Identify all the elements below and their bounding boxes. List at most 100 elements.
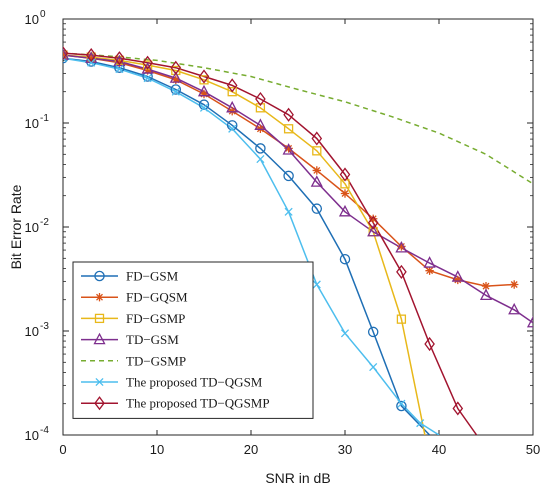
data-point: [395, 240, 408, 253]
x-axis-label: SNR in dB: [265, 470, 330, 486]
x-tick-label: 40: [432, 442, 446, 457]
data-point: [312, 166, 321, 175]
data-point: [425, 266, 434, 275]
data-point: [340, 329, 350, 338]
data-point: [510, 280, 519, 289]
data-point: [171, 75, 180, 85]
data-point: [283, 170, 294, 182]
y-tick-label: 10: [25, 116, 39, 131]
x-tick-label: 30: [338, 442, 352, 457]
legend-marker: [95, 293, 104, 302]
data-point: [228, 124, 237, 133]
data-point: [228, 106, 237, 116]
y-tick-base: 10: [25, 12, 39, 27]
y-tick-base: 10: [25, 220, 39, 235]
legend-entry-label: FD−GSM: [126, 269, 179, 284]
data-point: [283, 124, 294, 134]
data-point: [143, 66, 152, 75]
data-point: [338, 204, 352, 217]
data-point: [283, 107, 294, 122]
data-point: [339, 167, 351, 182]
data-point: [416, 419, 425, 428]
legend-marker: [94, 396, 105, 411]
data-point: [339, 253, 351, 265]
data-point: [141, 62, 154, 74]
y-tick-label: 10: [25, 220, 39, 235]
data-point: [226, 120, 238, 131]
data-point: [310, 175, 323, 187]
legend-marker: [93, 332, 106, 345]
data-point: [226, 100, 239, 113]
data-point: [451, 270, 464, 282]
series-line: [63, 52, 478, 435]
data-point: [340, 189, 350, 198]
data-point: [453, 275, 462, 285]
legend-marker: [94, 270, 105, 282]
data-point: [284, 207, 293, 216]
data-point: [114, 51, 125, 66]
y-tick-base: 10: [25, 428, 39, 443]
legend-entry-label: TD−GSMP: [126, 353, 186, 368]
series-line: [63, 54, 426, 435]
data-point: [197, 84, 211, 97]
y-tick-exponent: -2: [40, 217, 49, 228]
data-point: [199, 89, 209, 99]
data-point: [227, 87, 237, 97]
data-point: [397, 242, 406, 251]
data-point: [142, 55, 153, 70]
data-point: [369, 214, 378, 223]
data-point: [311, 131, 323, 146]
data-point: [312, 280, 321, 289]
series-line: [63, 52, 533, 185]
data-point: [508, 302, 521, 315]
x-tick-label: 0: [59, 442, 66, 457]
legend-marker: [95, 377, 104, 387]
legend-entry-label: FD−GQSM: [126, 290, 188, 305]
data-point: [397, 399, 406, 408]
legend: FD−GSM FD−GQSM FD−GSMP TD−GSM TD−GSMP The pro…: [72, 261, 314, 419]
data-point: [198, 99, 210, 110]
data-point: [255, 143, 266, 154]
legend-entry-label: TD−GSM: [126, 332, 179, 347]
legend-entry-label: FD−GSMP: [126, 311, 185, 326]
data-point: [254, 118, 267, 130]
x-tick-label: 20: [244, 442, 258, 457]
y-tick-exponent: -4: [40, 425, 49, 436]
x-tick-label: 10: [150, 442, 164, 457]
data-point: [143, 74, 152, 83]
data-point: [284, 144, 293, 153]
data-point: [396, 400, 407, 412]
data-point: [369, 363, 378, 372]
data-point: [452, 401, 464, 416]
data-point: [87, 58, 96, 67]
y-axis-label: Bit Error Rate: [8, 184, 24, 269]
data-point: [256, 155, 265, 164]
series-layer: [63, 52, 533, 435]
data-point: [170, 60, 182, 75]
data-point: [396, 314, 407, 324]
data-point: [424, 336, 435, 352]
data-point: [423, 256, 436, 268]
legend-entry-label: The proposed TD−QGSM: [126, 375, 263, 390]
data-point: [255, 91, 266, 107]
data-point: [526, 315, 533, 328]
y-tick-exponent: -3: [40, 321, 49, 332]
data-point: [255, 103, 266, 113]
data-point: [169, 71, 182, 83]
y-tick-label: 10: [25, 428, 39, 443]
data-point: [199, 103, 209, 112]
data-point: [312, 146, 322, 156]
y-tick-base: 10: [25, 116, 39, 131]
data-point: [115, 58, 124, 67]
data-point: [282, 143, 295, 155]
markers-layer: [63, 46, 533, 428]
data-point: [367, 224, 380, 237]
data-point: [85, 47, 97, 63]
legend-entry-label: The proposed TD−QGSMP: [126, 396, 270, 411]
data-point: [367, 215, 379, 230]
y-tick-label: 10: [25, 12, 39, 27]
data-point: [226, 78, 238, 93]
data-point: [63, 46, 69, 61]
